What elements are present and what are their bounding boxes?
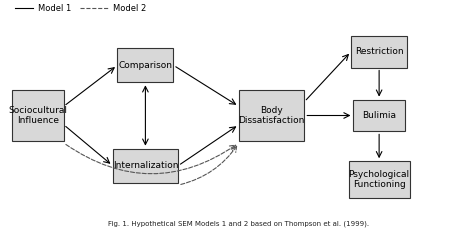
- Text: Restriction: Restriction: [355, 47, 403, 56]
- FancyBboxPatch shape: [113, 149, 178, 183]
- Text: Sociocultural
Influence: Sociocultural Influence: [9, 106, 67, 125]
- Text: Psychological
Functioning: Psychological Functioning: [348, 170, 410, 189]
- Text: Internalization: Internalization: [113, 161, 178, 170]
- FancyBboxPatch shape: [239, 90, 304, 141]
- Text: Model 2: Model 2: [113, 4, 146, 13]
- Text: Bulimia: Bulimia: [362, 111, 396, 120]
- FancyBboxPatch shape: [118, 48, 173, 82]
- Text: Fig. 1. Hypothetical SEM Models 1 and 2 based on Thompson et al. (1999).: Fig. 1. Hypothetical SEM Models 1 and 2 …: [109, 221, 369, 227]
- Text: Comparison: Comparison: [118, 61, 173, 70]
- Text: Model 1: Model 1: [38, 4, 71, 13]
- Text: Body
Dissatisfaction: Body Dissatisfaction: [238, 106, 305, 125]
- FancyBboxPatch shape: [351, 36, 407, 68]
- FancyBboxPatch shape: [354, 100, 405, 131]
- FancyBboxPatch shape: [12, 90, 64, 141]
- FancyBboxPatch shape: [349, 161, 410, 198]
